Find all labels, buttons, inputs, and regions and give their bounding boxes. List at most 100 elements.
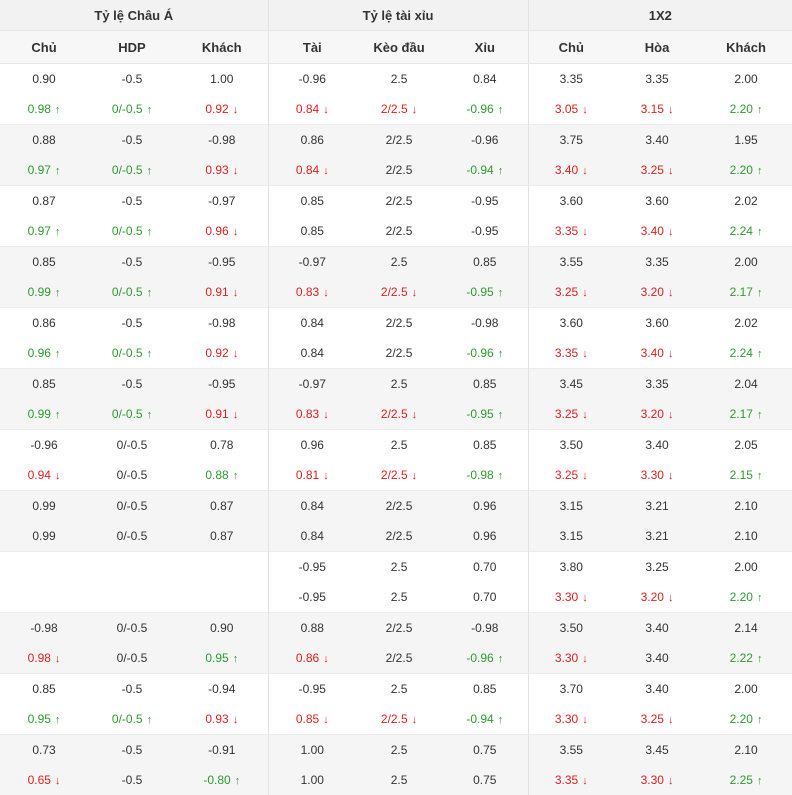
col-away-win-cell: 2.20↑ bbox=[700, 582, 792, 613]
col-hdp-cell: -0.5 bbox=[88, 735, 176, 766]
col-home-win-cell: 3.15 bbox=[528, 491, 614, 522]
arrow-up-icon: ↑ bbox=[757, 714, 763, 726]
odds-value: 0.96 bbox=[473, 529, 496, 543]
odds-value: 0/-0.5 bbox=[112, 712, 143, 726]
col-line-cell: 2.5 bbox=[356, 765, 442, 795]
col-away-cell: 0.91↓ bbox=[176, 399, 268, 430]
col-home-win-cell: 3.30↓ bbox=[528, 704, 614, 735]
col-away-cell: 0.96↓ bbox=[176, 216, 268, 247]
arrow-down-icon: ↓ bbox=[233, 287, 239, 299]
col-line-header: Kèo đầu bbox=[356, 31, 442, 64]
odds-value: 2/2.5 bbox=[386, 651, 413, 665]
odds-value: -0.94 bbox=[466, 163, 493, 177]
arrow-up-icon: ↑ bbox=[498, 287, 504, 299]
odds-value: -0.5 bbox=[122, 316, 143, 330]
col-home-cell bbox=[0, 552, 88, 583]
odds-value: 3.40 bbox=[645, 438, 668, 452]
col-hdp-cell bbox=[88, 582, 176, 613]
col-line-cell: 2.5 bbox=[356, 552, 442, 583]
col-under-cell: -0.95↑ bbox=[442, 399, 528, 430]
col-draw-cell: 3.20↓ bbox=[614, 399, 700, 430]
odds-value: 2/2.5 bbox=[381, 102, 408, 116]
odds-value: -0.5 bbox=[122, 72, 143, 86]
col-home-cell: 0.99 bbox=[0, 521, 88, 552]
col-over-cell: -0.97 bbox=[268, 247, 356, 278]
col-home-win-cell: 3.40↓ bbox=[528, 155, 614, 186]
col-away-win-cell: 2.25↑ bbox=[700, 765, 792, 795]
col-draw-cell: 3.40 bbox=[614, 613, 700, 644]
col-under-header: Xỉu bbox=[442, 31, 528, 64]
col-line-cell: 2/2.5 bbox=[356, 216, 442, 247]
arrow-up-icon: ↑ bbox=[147, 409, 153, 421]
odds-value: 2/2.5 bbox=[381, 407, 408, 421]
odds-value: 0/-0.5 bbox=[112, 285, 143, 299]
odds-value: -0.5 bbox=[122, 773, 143, 787]
odds-value: 3.45 bbox=[560, 377, 583, 391]
col-home-win-cell: 3.50 bbox=[528, 613, 614, 644]
arrow-down-icon: ↓ bbox=[582, 165, 588, 177]
arrow-up-icon: ↑ bbox=[147, 287, 153, 299]
col-line-cell: 2.5 bbox=[356, 674, 442, 705]
col-away-cell: 0.91↓ bbox=[176, 277, 268, 308]
arrow-down-icon: ↓ bbox=[668, 287, 674, 299]
arrow-up-icon: ↑ bbox=[233, 653, 239, 665]
col-home-header: Chủ bbox=[0, 31, 88, 64]
arrow-down-icon: ↓ bbox=[412, 104, 418, 116]
odds-value: 3.55 bbox=[560, 255, 583, 269]
col-over-cell: 0.85↓ bbox=[268, 704, 356, 735]
col-line-cell: 2/2.5 bbox=[356, 155, 442, 186]
col-line-cell: 2/2.5↓ bbox=[356, 460, 442, 491]
odds-value: 3.35 bbox=[645, 72, 668, 86]
odds-value: 3.60 bbox=[645, 316, 668, 330]
odds-value: 2.20 bbox=[730, 102, 753, 116]
col-home-cell: 0.88 bbox=[0, 125, 88, 156]
odds-value: 2/2.5 bbox=[386, 316, 413, 330]
col-over-cell: 0.84 bbox=[268, 338, 356, 369]
odds-value: 3.25 bbox=[555, 407, 578, 421]
odds-value: 2.5 bbox=[391, 377, 408, 391]
col-away-win-cell: 2.22↑ bbox=[700, 643, 792, 674]
odds-value: 2/2.5 bbox=[386, 621, 413, 635]
arrow-down-icon: ↓ bbox=[582, 714, 588, 726]
col-draw-cell: 3.20↓ bbox=[614, 277, 700, 308]
odds-value: -0.98 bbox=[466, 468, 493, 482]
arrow-up-icon: ↑ bbox=[55, 348, 61, 360]
odds-value: -0.95 bbox=[466, 407, 493, 421]
arrow-down-icon: ↓ bbox=[323, 165, 329, 177]
odds-value: 2.5 bbox=[391, 255, 408, 269]
col-draw-cell: 3.21 bbox=[614, 491, 700, 522]
arrow-up-icon: ↑ bbox=[498, 348, 504, 360]
col-hdp-cell: 0/-0.5 bbox=[88, 491, 176, 522]
odds-value: 2.5 bbox=[391, 773, 408, 787]
col-home-cell: 0.94↓ bbox=[0, 460, 88, 491]
odds-value: -0.96 bbox=[466, 346, 493, 360]
col-hdp-cell: -0.5 bbox=[88, 125, 176, 156]
arrow-up-icon: ↑ bbox=[498, 714, 504, 726]
col-away-cell: 0.90 bbox=[176, 613, 268, 644]
col-home-cell: -0.98 bbox=[0, 613, 88, 644]
arrow-up-icon: ↑ bbox=[147, 165, 153, 177]
odds-value: 0.84 bbox=[473, 72, 496, 86]
col-home-win-cell: 3.55 bbox=[528, 735, 614, 766]
col-away-cell: 0.93↓ bbox=[176, 704, 268, 735]
odds-value: -0.95 bbox=[299, 682, 326, 696]
odds-value: -0.5 bbox=[122, 377, 143, 391]
odds-value: 2/2.5 bbox=[381, 712, 408, 726]
odds-value: 2.24 bbox=[730, 346, 753, 360]
odds-value: 0.88 bbox=[301, 621, 324, 635]
col-hdp-cell: 0/-0.5↑ bbox=[88, 155, 176, 186]
col-home-win-cell: 3.35↓ bbox=[528, 765, 614, 795]
arrow-up-icon: ↑ bbox=[55, 165, 61, 177]
odds-value: -0.98 bbox=[471, 621, 498, 635]
col-line-cell: 2.5 bbox=[356, 735, 442, 766]
col-under-cell: -0.96 bbox=[442, 125, 528, 156]
odds-value: 3.25 bbox=[555, 468, 578, 482]
